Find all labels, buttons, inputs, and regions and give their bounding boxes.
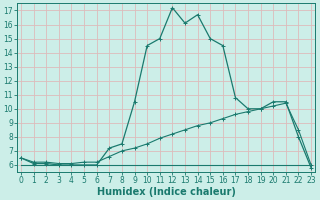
X-axis label: Humidex (Indice chaleur): Humidex (Indice chaleur)	[97, 187, 236, 197]
